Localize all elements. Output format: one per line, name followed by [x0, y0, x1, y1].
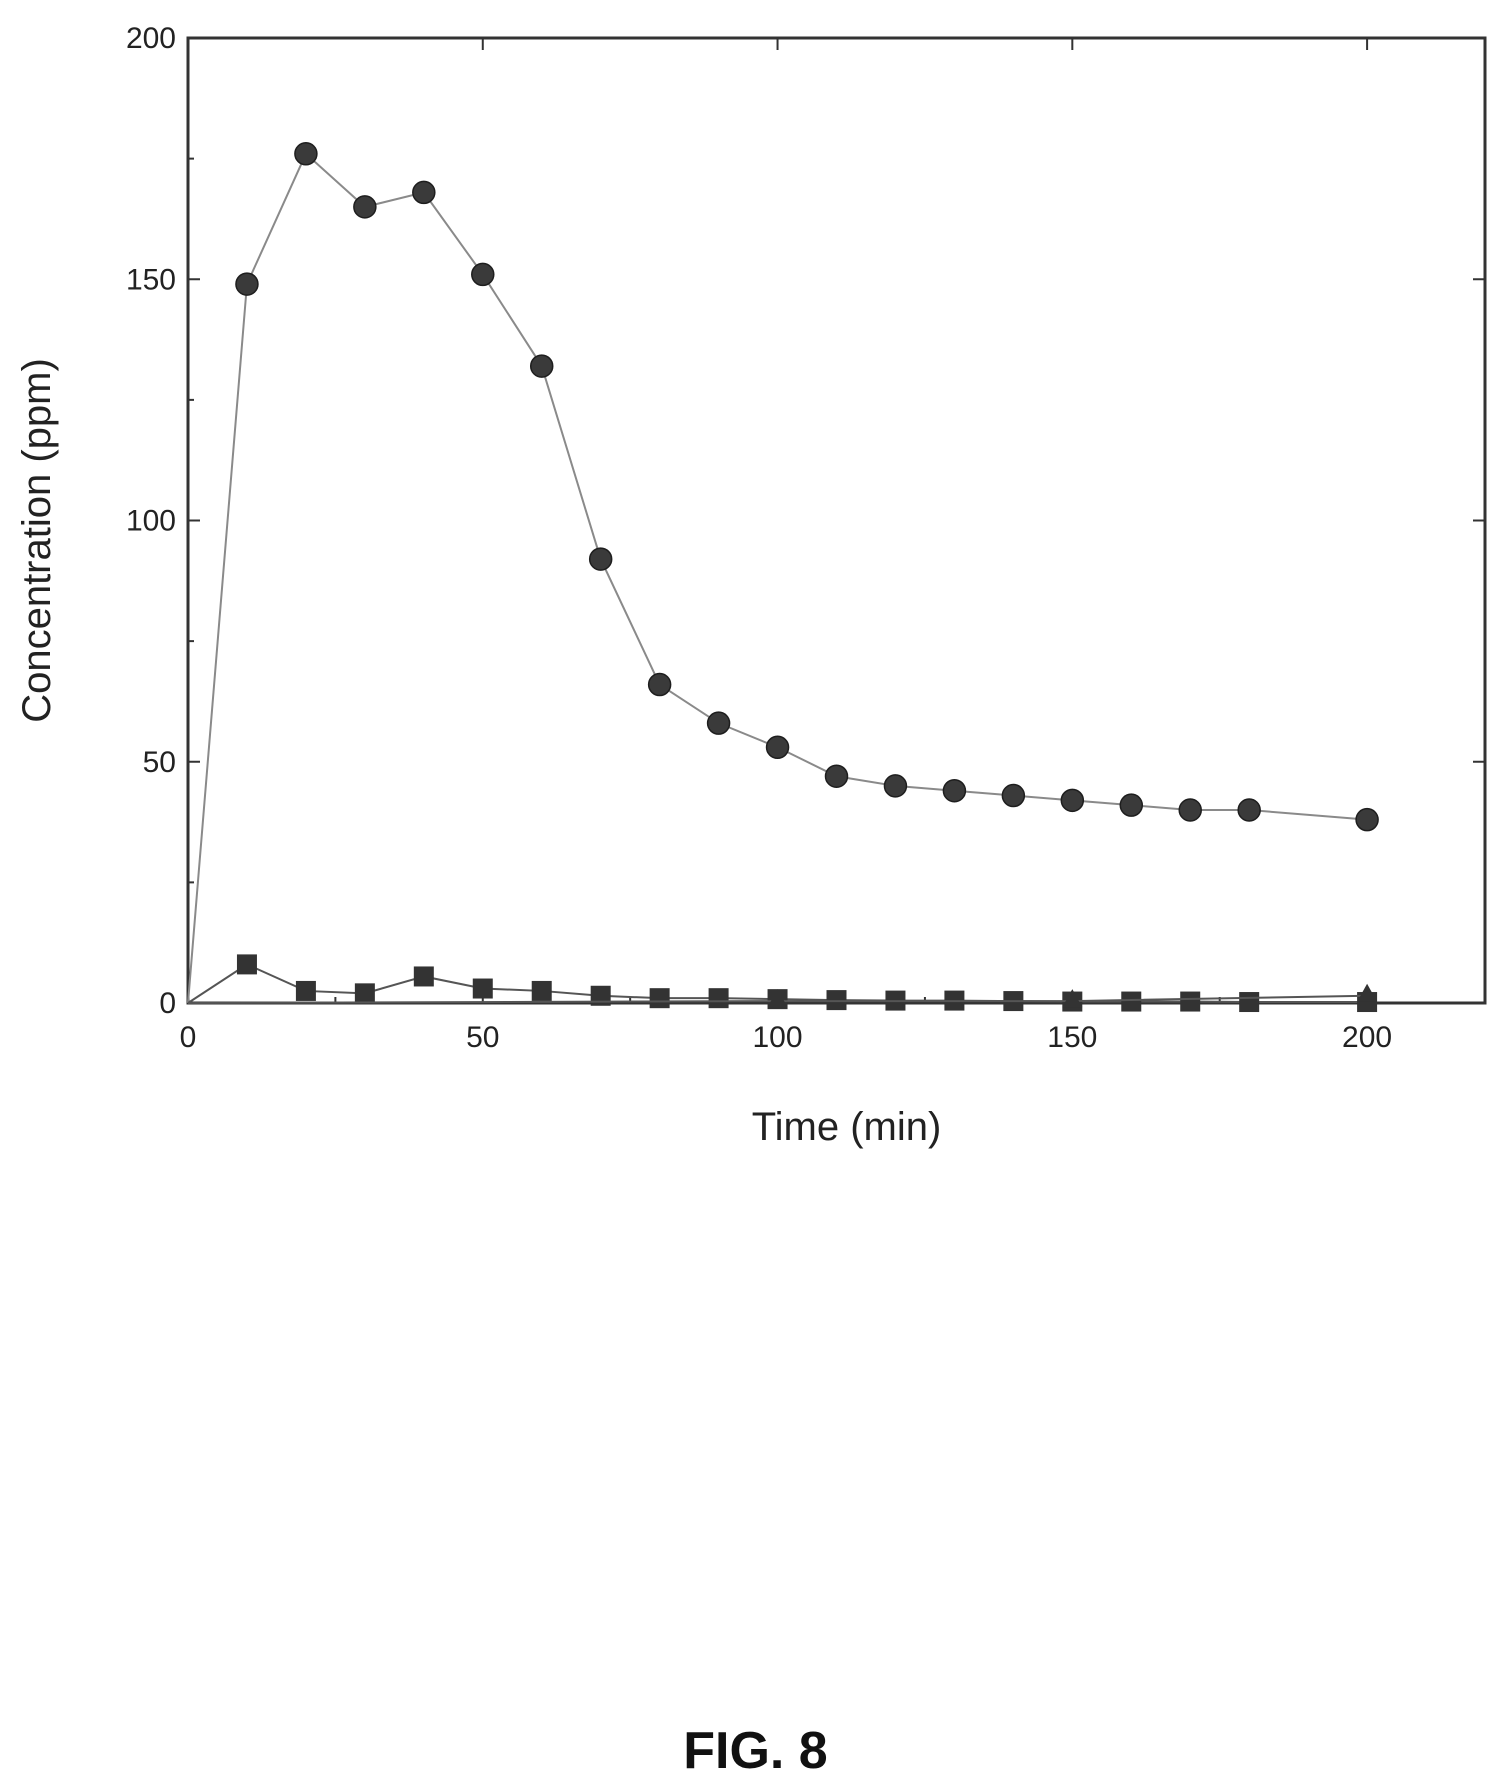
x-tick-label: 150	[1047, 1021, 1097, 1054]
x-tick-label: 100	[753, 1021, 803, 1054]
data-point-square	[590, 985, 611, 1006]
data-point-square	[531, 980, 552, 1001]
data-point-circle	[1060, 788, 1085, 813]
data-point-circle	[1119, 793, 1144, 817]
y-tick-label: 200	[126, 22, 176, 55]
data-point-circle	[647, 672, 672, 697]
data-point-square	[1239, 992, 1260, 1013]
y-tick-label: 150	[126, 263, 176, 296]
plot-frame	[186, 36, 1487, 1005]
data-point-circle	[765, 735, 790, 760]
data-point-circle	[1237, 798, 1261, 822]
x-axis-title: Time (min)	[752, 1105, 942, 1149]
data-point-triangle	[1357, 983, 1378, 1002]
data-point-circle	[1178, 798, 1202, 822]
y-tick-label: 100	[126, 505, 176, 538]
data-point-circle	[353, 195, 377, 219]
series-triangle-line	[187, 994, 1368, 1004]
data-point-circle	[412, 180, 436, 205]
data-point-circle	[294, 142, 318, 166]
y-axis-title: Concentration (ppm)	[15, 358, 59, 723]
data-point-circle	[529, 354, 554, 378]
series-layer	[187, 142, 1379, 1013]
x-tick-label: 0	[180, 1021, 197, 1054]
data-point-triangle	[1062, 989, 1083, 1008]
data-point-circle	[471, 262, 495, 287]
x-tick-label: 50	[466, 1021, 499, 1054]
data-point-square	[472, 978, 493, 999]
data-point-square	[236, 954, 257, 975]
data-point-circle	[1001, 783, 1026, 808]
data-point-square	[1180, 991, 1201, 1012]
y-tick-label: 50	[143, 746, 176, 779]
figure-caption: FIG. 8	[683, 1722, 828, 1780]
y-tick-label: 0	[159, 987, 176, 1020]
data-point-circle	[235, 272, 259, 296]
data-point-circle	[942, 778, 967, 803]
data-point-square	[708, 988, 729, 1009]
concentration-chart: 0 50 100 150 200 0 50 100 150 200 Time (min) Con…	[15, 22, 1487, 1149]
data-point-circle	[824, 764, 849, 788]
data-point-square	[295, 980, 316, 1001]
data-point-square	[413, 966, 434, 987]
data-point-circle	[706, 711, 731, 735]
data-point-triangle	[767, 989, 788, 1008]
data-point-square	[649, 988, 670, 1009]
x-axis: 0 50 100 150 200	[180, 38, 1392, 1054]
data-point-square	[1121, 991, 1142, 1012]
series-circle-line	[187, 152, 1368, 1004]
x-tick-label: 200	[1342, 1021, 1392, 1054]
data-point-circle	[588, 547, 613, 571]
data-point-circle	[1355, 807, 1379, 832]
data-point-square	[354, 983, 375, 1004]
y-axis: 0 50 100 150 200	[126, 22, 1485, 1020]
data-point-circle	[883, 774, 908, 798]
